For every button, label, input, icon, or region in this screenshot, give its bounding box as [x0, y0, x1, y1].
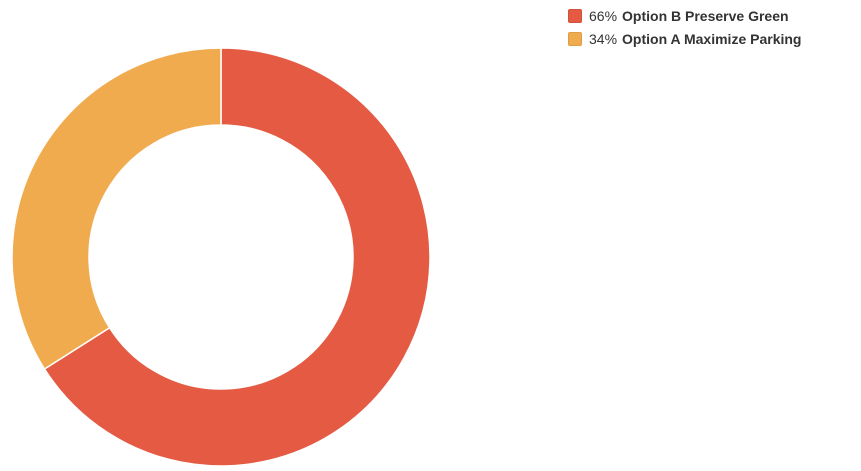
donut-slice-option-b[interactable] [43, 47, 431, 467]
legend-swatch-option-b [568, 8, 582, 23]
legend-item-option-a[interactable]: 34% Option A Maximize Parking [568, 29, 801, 48]
chart-legend: 66% Option B Preserve Green 34% Option A… [568, 6, 801, 52]
legend-swatch-option-a [568, 31, 582, 46]
legend-percent-option-b: 66% [589, 7, 618, 24]
legend-label-option-b: Option B Preserve Green [622, 7, 789, 24]
legend-label-option-a: Option A Maximize Parking [622, 30, 802, 47]
legend-percent-option-a: 34% [589, 30, 618, 47]
legend-item-option-b[interactable]: 66% Option B Preserve Green [568, 6, 801, 25]
donut-slice-option-a[interactable] [11, 47, 222, 371]
